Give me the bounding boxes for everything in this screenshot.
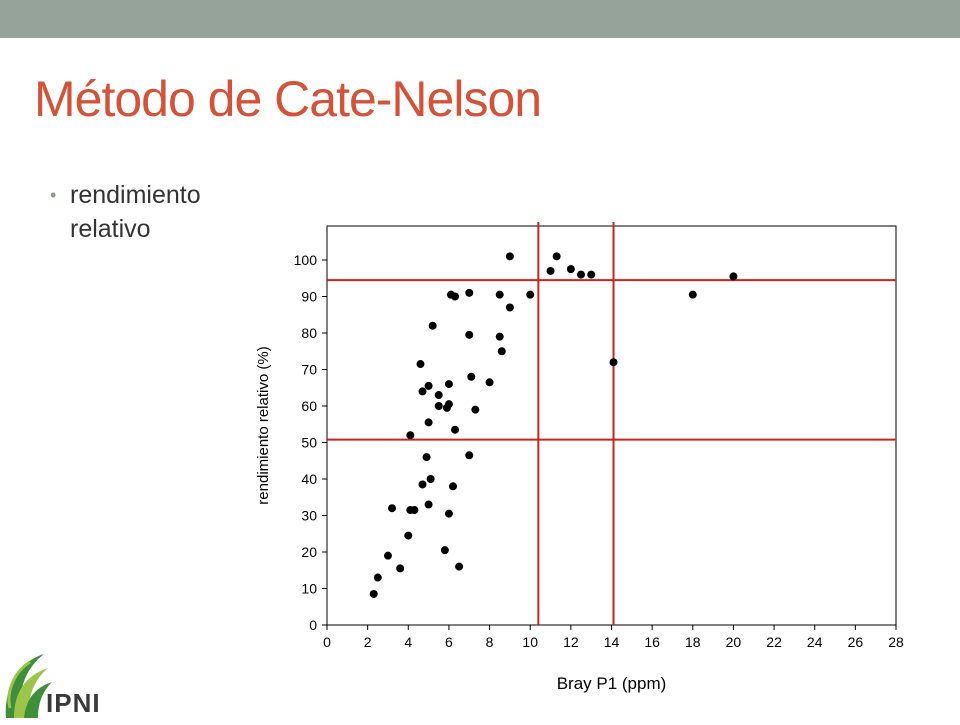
data-point — [505, 252, 514, 261]
x-axis-label: Bray P1 (ppm) — [557, 674, 667, 693]
data-point — [404, 531, 413, 540]
data-point — [497, 347, 506, 356]
data-point — [451, 292, 460, 301]
data-point — [495, 332, 504, 341]
data-point — [383, 551, 392, 560]
data-point — [505, 303, 514, 312]
data-point — [526, 290, 535, 299]
data-point — [418, 480, 427, 489]
data-point — [451, 425, 460, 434]
y-tick-label: 90 — [301, 289, 317, 305]
bullet-dot-icon: • — [50, 185, 57, 205]
data-point — [369, 589, 378, 598]
y-tick-label: 10 — [301, 581, 317, 597]
y-tick-label: 30 — [301, 508, 317, 524]
data-point — [688, 290, 697, 299]
y-tick-label: 60 — [301, 398, 317, 414]
x-tick-label: 26 — [848, 634, 864, 650]
x-tick-label: 24 — [807, 634, 823, 650]
data-point — [410, 506, 419, 515]
x-tick-label: 0 — [323, 634, 331, 650]
y-tick-label: 40 — [301, 471, 317, 487]
x-tick-label: 16 — [644, 634, 660, 650]
x-tick-label: 22 — [766, 634, 782, 650]
x-tick-label: 20 — [726, 634, 742, 650]
data-point — [485, 378, 494, 387]
data-point — [424, 418, 433, 427]
y-axis-label: rendimiento relativo (%) — [255, 346, 272, 504]
y-tick-label: 0 — [309, 617, 317, 633]
data-point — [729, 272, 738, 281]
data-point — [373, 573, 382, 582]
data-point — [422, 453, 431, 462]
data-point — [495, 290, 504, 299]
data-point — [418, 387, 427, 396]
data-point — [467, 372, 476, 381]
plot-frame — [326, 225, 897, 626]
logo-text: IPNI — [46, 688, 101, 718]
data-point — [434, 402, 443, 410]
bullet-text: rendimiento relativo — [70, 181, 201, 243]
data-point — [424, 500, 433, 509]
data-point — [465, 330, 474, 339]
x-tick-label: 4 — [404, 634, 412, 650]
slide-title: Método de Cate-Nelson — [34, 71, 542, 127]
data-point — [552, 252, 561, 261]
y-tick-label: 80 — [301, 325, 317, 341]
data-point — [444, 509, 453, 518]
y-tick-label: 100 — [294, 252, 318, 268]
data-point — [416, 360, 425, 369]
data-point — [465, 451, 474, 460]
ipni-logo: IPNI — [0, 648, 130, 720]
data-point — [434, 391, 443, 400]
data-point — [406, 431, 415, 440]
data-point — [609, 358, 618, 367]
data-point — [587, 270, 596, 279]
y-tick-label: 70 — [301, 362, 317, 378]
data-point — [546, 266, 555, 275]
data-point — [444, 400, 453, 409]
x-tick-label: 6 — [445, 634, 453, 650]
x-tick-label: 18 — [685, 634, 701, 650]
data-point — [428, 321, 437, 330]
data-point — [440, 546, 449, 555]
x-tick-label: 12 — [563, 634, 579, 650]
data-point — [424, 381, 433, 390]
ipni-leaf-logo-icon — [5, 654, 52, 718]
data-point — [465, 288, 474, 297]
data-point — [388, 504, 397, 513]
x-tick-label: 14 — [604, 634, 620, 650]
data-point — [471, 405, 480, 414]
data-point — [396, 564, 405, 573]
x-tick-label: 8 — [486, 634, 494, 650]
data-point — [566, 265, 575, 274]
data-point — [577, 270, 586, 279]
x-tick-label: 28 — [888, 634, 904, 650]
y-tick-label: 50 — [301, 435, 317, 451]
x-tick-label: 2 — [364, 634, 372, 650]
data-point — [455, 562, 464, 571]
y-tick-label: 20 — [301, 544, 317, 560]
data-point — [426, 475, 435, 483]
data-point — [448, 482, 457, 491]
x-tick-label: 10 — [522, 634, 538, 650]
data-point — [444, 380, 453, 389]
top-bar — [0, 0, 960, 38]
